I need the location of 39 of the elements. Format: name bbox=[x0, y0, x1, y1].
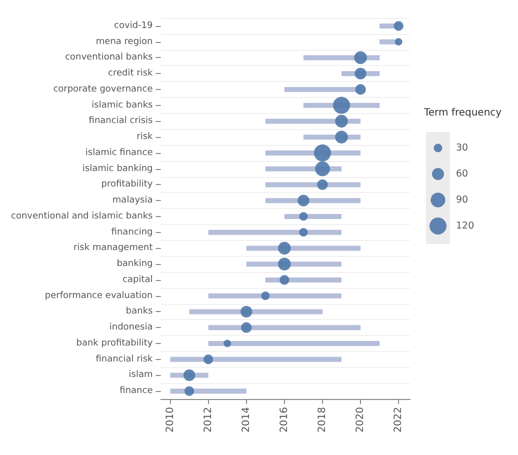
y-tick-label: banks bbox=[126, 306, 154, 317]
legend-label: 30 bbox=[456, 142, 468, 154]
y-tick-label: corporate governance bbox=[53, 84, 154, 94]
y-tick-label: risk management bbox=[73, 243, 154, 254]
x-tick-label: 2016 bbox=[278, 407, 290, 432]
y-tick-label: finance bbox=[120, 386, 154, 396]
y-tick-label: covid-19 bbox=[114, 20, 154, 31]
y-tick-label: bank profitability bbox=[76, 338, 154, 348]
y-tick-label: performance evaluation bbox=[44, 290, 153, 301]
y-tick-label: islamic banks bbox=[92, 100, 154, 110]
legend-label: 120 bbox=[456, 220, 474, 232]
x-tick-label: 2020 bbox=[355, 407, 366, 432]
y-tick-label: conventional banks bbox=[65, 52, 154, 63]
bar bbox=[208, 340, 380, 346]
y-tick-label: mena region bbox=[96, 36, 153, 47]
y-tick-label: islamic banking bbox=[82, 164, 153, 174]
y-tick-label: risk bbox=[136, 132, 154, 142]
y-tick-label: conventional and islamic banks bbox=[11, 211, 154, 222]
x-tick-label: 2018 bbox=[316, 407, 328, 432]
y-tick-label: capital bbox=[122, 274, 153, 285]
legend-label: 90 bbox=[456, 194, 468, 206]
x-tick-label: 2022 bbox=[393, 407, 404, 432]
y-tick-label: malaysia bbox=[112, 196, 153, 206]
y-tick-label: indonesia bbox=[109, 322, 153, 333]
bar bbox=[208, 293, 342, 298]
legend-title: Term frequency bbox=[423, 108, 502, 118]
x-tick-label: 2012 bbox=[202, 407, 214, 432]
y-tick-label: financial risk bbox=[96, 354, 154, 364]
y-tick-label: profitability bbox=[101, 180, 154, 190]
y-tick-label: islam bbox=[128, 370, 153, 380]
y-tick-label: financing bbox=[111, 227, 153, 238]
x-tick-label: 2014 bbox=[240, 407, 252, 432]
bar bbox=[208, 230, 342, 235]
x-tick-label: 2010 bbox=[164, 407, 176, 432]
y-tick-label: islamic finance bbox=[85, 148, 154, 158]
y-tick-label: credit risk bbox=[108, 68, 154, 79]
y-tick-label: financial crisis bbox=[88, 116, 154, 126]
y-tick-label: banking bbox=[116, 259, 153, 270]
legend-label: 60 bbox=[456, 168, 468, 180]
